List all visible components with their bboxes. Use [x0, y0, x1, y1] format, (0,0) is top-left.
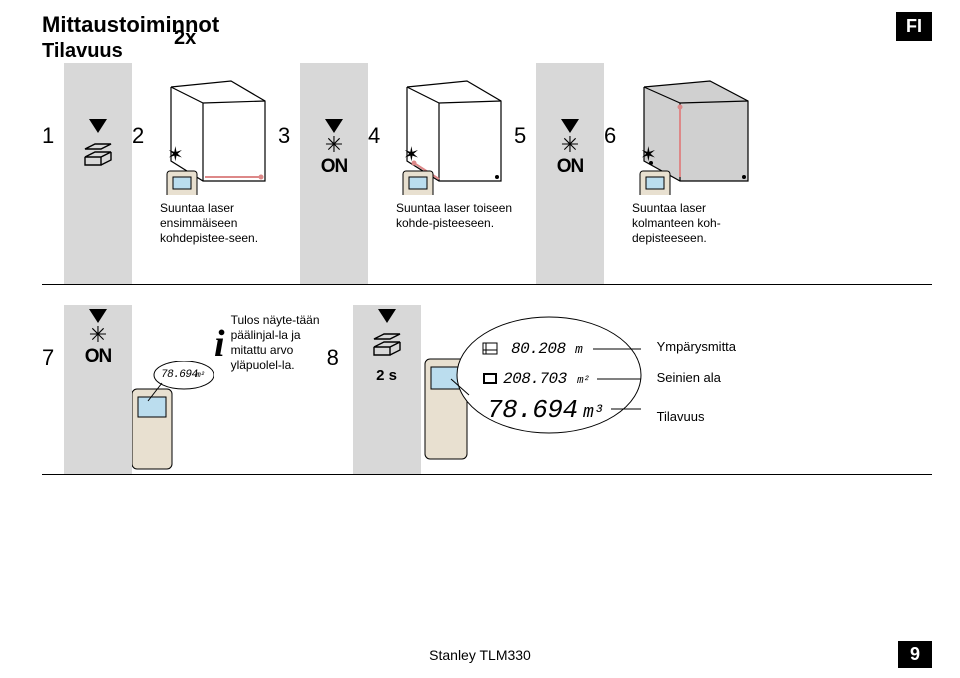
volume-stack-icon — [81, 139, 115, 169]
step-number: 5 — [514, 63, 536, 149]
room-diagram-1: ✶ — [163, 75, 275, 195]
steps-row-1: 2x 1 2 — [42, 55, 932, 285]
label-volume: Tilavuus — [657, 409, 736, 424]
step-text: Suuntaa laser toiseen kohde-pisteeseen. — [396, 201, 514, 231]
step-laser-1: ✶ Suuntaa laser ensimmäiseen kohdepistee… — [160, 63, 278, 246]
button-press-column: ✳ ON — [300, 63, 368, 284]
timer-label: 2 s — [376, 367, 397, 384]
language-badge: FI — [896, 12, 932, 41]
volume-stack-icon — [370, 329, 404, 359]
two-x-label: 2x — [174, 27, 196, 50]
svg-text:78.694: 78.694 — [487, 395, 578, 425]
label-perimeter: Ympärysmitta — [657, 339, 736, 354]
device-callout: 78.694 m² — [132, 305, 214, 471]
button-press-column — [64, 63, 132, 284]
step-number: 7 — [42, 305, 64, 371]
info-text: Tulos näyte-tään päälinjal-la ja mitattu… — [231, 305, 327, 373]
step-laser-3: ✶ Suuntaa laser kolmanteen koh-depistees… — [632, 63, 762, 246]
steps-row-2: 7 ✳ ON 78.694 m² i Tulos näyte-tään pääl… — [42, 285, 932, 475]
svg-text:✶: ✶ — [403, 144, 420, 166]
step-number: 1 — [42, 63, 64, 149]
page-number: 9 — [898, 641, 932, 668]
laser-burst-icon: ✳ — [89, 327, 107, 342]
on-label: ON — [557, 156, 584, 178]
step-laser-2: ✶ Suuntaa laser toiseen kohde-pisteeseen… — [396, 63, 514, 231]
svg-text:m: m — [575, 342, 583, 357]
step-number: 8 — [327, 305, 353, 371]
result-labels: Ympärysmitta Seinien ala Tilavuus — [657, 305, 736, 424]
arrow-down-icon — [89, 119, 107, 133]
step-number: 2 — [132, 63, 160, 149]
svg-text:m³: m³ — [583, 403, 604, 423]
result-callout: 80.208 m 208.703 m² 78.694 m³ — [421, 305, 647, 469]
manual-page: Mittaustoiminnot Tilavuus FI 2x 1 2 — [0, 0, 960, 678]
svg-text:✶: ✶ — [640, 144, 657, 166]
on-label: ON — [321, 156, 348, 178]
svg-text:208.703: 208.703 — [503, 370, 568, 388]
step-text: Suuntaa laser ensimmäiseen kohdepistee-s… — [160, 201, 278, 246]
arrow-down-icon — [89, 309, 107, 323]
button-press-column: 2 s — [353, 305, 421, 474]
display-unit: m² — [196, 371, 205, 380]
info-icon: i — [214, 305, 231, 363]
room-diagram-3: ✶ — [636, 75, 758, 195]
svg-text:✶: ✶ — [167, 144, 184, 166]
laser-burst-icon: ✳ — [325, 137, 343, 152]
svg-text:m²: m² — [577, 375, 589, 387]
svg-text:80.208: 80.208 — [511, 340, 567, 358]
arrow-down-icon — [378, 309, 396, 323]
label-wall-area: Seinien ala — [657, 370, 736, 385]
laser-burst-icon: ✳ — [561, 137, 579, 152]
arrow-down-icon — [325, 119, 343, 133]
step-number: 6 — [604, 63, 632, 149]
on-label: ON — [85, 346, 112, 368]
button-press-column: ✳ ON — [64, 305, 132, 474]
product-name: Stanley TLM330 — [429, 647, 531, 663]
room-diagram-2: ✶ — [399, 75, 511, 195]
button-press-column: ✳ ON — [536, 63, 604, 284]
footer: Stanley TLM330 9 — [0, 641, 960, 668]
step-number: 4 — [368, 63, 396, 149]
step-text: Suuntaa laser kolmanteen koh-depisteesee… — [632, 201, 762, 246]
display-value: 78.694 — [161, 369, 198, 381]
step-number: 3 — [278, 63, 300, 149]
arrow-down-icon — [561, 119, 579, 133]
